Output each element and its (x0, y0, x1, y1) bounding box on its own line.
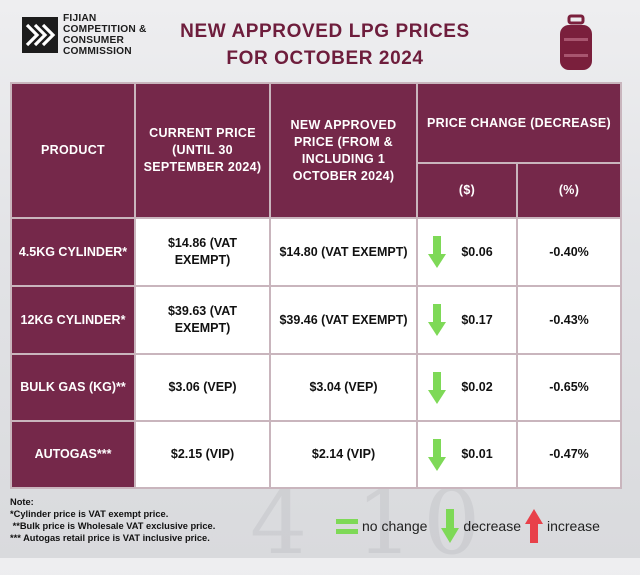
change-dollar-cell: $0.01 (416, 420, 518, 489)
title-line-2: FOR OCTOBER 2024 (226, 48, 424, 69)
decrease-arrow-icon (428, 236, 446, 268)
change-dollar-cell: $0.02 (416, 353, 518, 422)
legend-increase: increase (525, 509, 600, 543)
header-current-price: CURRENT PRICE (UNTIL 30 SEPTEMBER 2024) (134, 82, 271, 219)
decrease-arrow-icon (428, 438, 446, 471)
change-percent-cell: -0.47% (516, 420, 622, 489)
equals-icon (336, 518, 358, 534)
table-row: 4.5KG CYLINDER* $14.86 (VAT EXEMPT) $14.… (10, 217, 622, 287)
change-dollar-value: $0.17 (461, 312, 493, 327)
fccc-logo: FIJIAN COMPETITION & CONSUMER COMMISSION (22, 13, 147, 57)
logo-text: FIJIAN COMPETITION & CONSUMER COMMISSION (63, 13, 147, 57)
gas-cylinder-icon (560, 14, 592, 70)
change-dollar-cell: $0.17 (416, 285, 518, 355)
new-price-cell: $14.80 (VAT EXEMPT) (269, 217, 418, 287)
table-row: AUTOGAS*** $2.15 (VIP) $2.14 (VIP) $0.01… (10, 420, 622, 489)
change-dollar-value: $0.02 (461, 380, 493, 394)
change-percent-cell: -0.43% (516, 285, 622, 355)
change-dollar-cell: $0.06 (416, 217, 518, 287)
note-line: *** Autogas retail price is VAT inclusiv… (10, 533, 210, 543)
table-row: BULK GAS (KG)** $3.06 (VEP) $3.04 (VEP) … (10, 353, 622, 422)
decrease-arrow-icon (428, 371, 446, 404)
product-cell: 12KG CYLINDER* (10, 285, 136, 355)
change-percent-cell: -0.65% (516, 353, 622, 422)
product-cell: BULK GAS (KG)** (10, 353, 136, 422)
current-price-cell: $3.06 (VEP) (134, 353, 271, 422)
logo-line: CONSUMER (63, 35, 125, 46)
note-line: **Bulk price is Wholesale VAT exclusive … (10, 521, 216, 531)
table-row: 12KG CYLINDER* $39.63 (VAT EXEMPT) $39.4… (10, 285, 622, 355)
new-price-cell: $3.04 (VEP) (269, 353, 418, 422)
logo-line: COMMISSION (63, 46, 132, 57)
logo-line: COMPETITION & (63, 24, 147, 35)
note-line: *Cylinder price is VAT exempt price. (10, 509, 169, 519)
new-price-cell: $2.14 (VIP) (269, 420, 418, 489)
legend: no change decrease increase (336, 509, 604, 543)
decrease-arrow-icon (441, 509, 460, 543)
lpg-price-table: PRODUCT CURRENT PRICE (UNTIL 30 SEPTEMBE… (10, 82, 622, 489)
change-dollar-value: $0.01 (461, 447, 493, 461)
legend-no-change: no change (336, 518, 427, 534)
header-change-percent: (%) (516, 162, 622, 219)
header-price-change: PRICE CHANGE (DECREASE) (416, 82, 622, 164)
page-title: NEW APPROVED LPG PRICES FOR OCTOBER 2024 (160, 18, 490, 72)
header-product: PRODUCT (10, 82, 136, 219)
change-percent-cell: -0.40% (516, 217, 622, 287)
legend-no-change-label: no change (362, 518, 428, 534)
logo-line: FIJIAN (63, 13, 97, 24)
current-price-cell: $39.63 (VAT EXEMPT) (134, 285, 271, 355)
product-cell: AUTOGAS*** (10, 420, 136, 489)
increase-arrow-icon (525, 509, 543, 543)
legend-decrease-label: decrease (463, 518, 521, 534)
decrease-arrow-icon (428, 304, 446, 336)
legend-decrease: decrease (441, 509, 521, 543)
notes-heading: Note: (10, 497, 34, 507)
notes: Note: *Cylinder price is VAT exempt pric… (10, 496, 290, 544)
change-dollar-value: $0.06 (461, 244, 493, 259)
chevron-logo-icon (22, 17, 58, 53)
new-price-cell: $39.46 (VAT EXEMPT) (269, 285, 418, 355)
current-price-cell: $2.15 (VIP) (134, 420, 271, 489)
current-price-cell: $14.86 (VAT EXEMPT) (134, 217, 271, 287)
header-change-dollar: ($) (416, 162, 518, 219)
header-new-price: NEW APPROVED PRICE (FROM & INCLUDING 1 O… (269, 82, 418, 219)
product-cell: 4.5KG CYLINDER* (10, 217, 136, 287)
title-line-1: NEW APPROVED LPG PRICES (180, 21, 470, 42)
legend-increase-label: increase (547, 518, 600, 534)
